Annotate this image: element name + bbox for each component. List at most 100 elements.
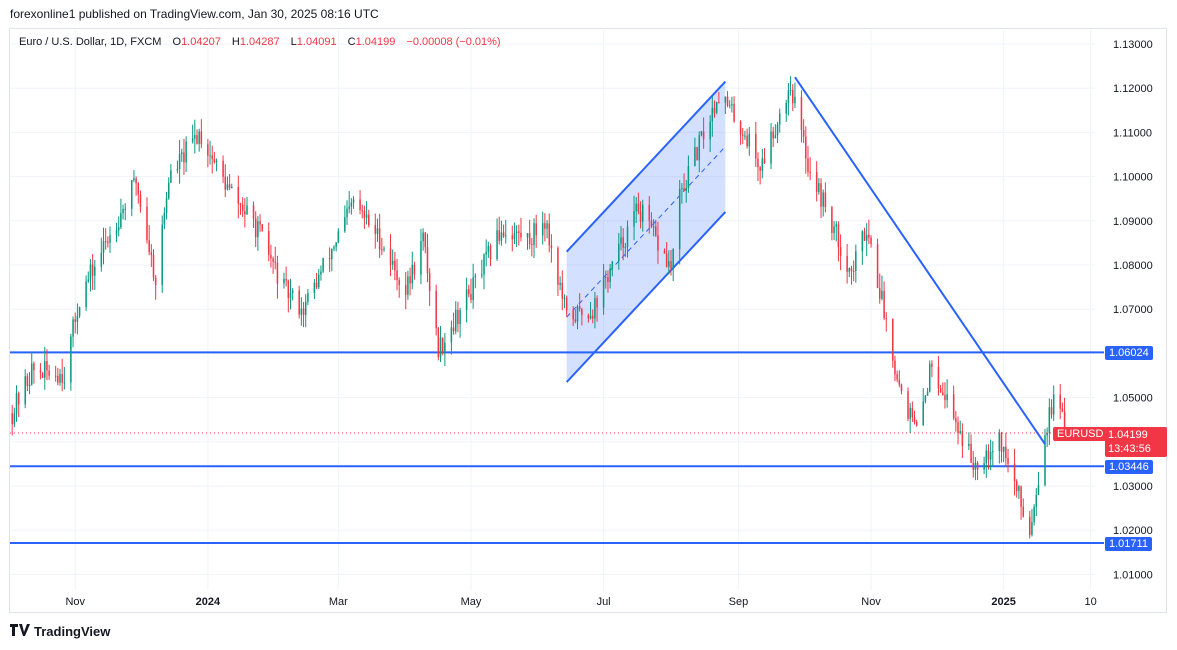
candle-body: [213, 158, 216, 163]
candle-body: [254, 218, 257, 238]
candle-body: [194, 135, 196, 139]
candle-body: [961, 431, 964, 446]
y-tick-label: 1.12000: [1113, 83, 1153, 95]
candle-body: [398, 280, 400, 286]
candle-body: [170, 170, 172, 183]
candle-body: [363, 210, 366, 218]
candle-body: [441, 337, 444, 353]
candle-body: [724, 96, 727, 103]
candle-body: [546, 223, 548, 229]
candle-body: [61, 374, 63, 383]
candle-body: [350, 202, 353, 207]
candle-body: [900, 384, 903, 392]
candle-body: [237, 186, 240, 204]
candle-body: [992, 451, 994, 453]
candle-body: [59, 374, 61, 383]
candle-body: [655, 226, 657, 236]
candle-body: [985, 450, 988, 464]
candle-body: [648, 204, 651, 221]
candle-body: [565, 297, 568, 311]
candle-body: [574, 319, 577, 322]
x-tick-label: Mar: [329, 596, 348, 608]
candle-body: [622, 237, 624, 248]
candle-body: [709, 121, 711, 140]
y-tick-label: 1.11000: [1113, 127, 1152, 139]
candle-body: [944, 395, 946, 401]
candle-body: [489, 245, 492, 259]
candle-body: [652, 226, 655, 228]
candle-body: [196, 135, 198, 144]
y-tick-label: 1.07000: [1113, 304, 1153, 316]
candle-body: [33, 363, 35, 371]
candle-body: [457, 309, 459, 325]
legend-low: 1.04091: [296, 36, 337, 48]
candle-body: [746, 135, 748, 147]
candle-body: [109, 235, 111, 243]
candle-body: [989, 451, 992, 460]
candle-body: [154, 277, 157, 285]
trend-channel: [565, 80, 727, 383]
candle-body: [968, 443, 970, 446]
candle-body: [572, 310, 574, 320]
candle-body: [267, 231, 270, 255]
candle-body: [381, 249, 383, 251]
candle-body: [496, 230, 498, 259]
candle-body: [618, 243, 620, 262]
candle-body: [578, 306, 581, 310]
candle-body: [928, 363, 931, 392]
candle-body: [1037, 485, 1040, 495]
candle-body: [300, 308, 303, 315]
candle-body: [287, 280, 290, 298]
candle-body: [909, 407, 911, 419]
symbol-tag: EURUSD: [1053, 427, 1108, 441]
tradingview-logo-icon: [10, 624, 30, 639]
candle-body: [76, 315, 79, 322]
candle-body: [178, 154, 181, 169]
candle-body: [700, 131, 703, 136]
candle-body: [694, 147, 696, 167]
x-tick-label: 2024: [196, 596, 221, 608]
candle-body: [715, 102, 718, 113]
candle-body: [304, 301, 307, 315]
candle-body: [987, 450, 990, 460]
candle-body: [757, 158, 759, 168]
candle-body: [404, 285, 407, 295]
candle-body: [124, 208, 127, 210]
candle-body: [368, 214, 370, 226]
candle-body: [444, 342, 446, 353]
candle-body: [726, 96, 729, 106]
candle-body: [955, 418, 957, 423]
candle-body: [741, 134, 744, 136]
candle-body: [776, 124, 779, 136]
candle-body: [861, 231, 864, 252]
candle-body: [596, 298, 598, 308]
candle-body: [937, 366, 940, 389]
candle-body: [1059, 394, 1061, 409]
candle-body: [713, 107, 716, 113]
price-tag-level-1: 1.06024: [1105, 346, 1153, 360]
candle-body: [102, 241, 105, 253]
candle-body: [452, 327, 455, 332]
candle-body: [837, 224, 840, 248]
candle-body: [544, 223, 546, 229]
footer-brand[interactable]: TradingView: [10, 624, 110, 639]
y-tick-label: 1.05000: [1113, 393, 1153, 405]
candle-body: [498, 230, 500, 241]
chart-legend: Euro / U.S. Dollar, 1D, FXCM O1.04207 H1…: [19, 36, 501, 48]
candle-body: [983, 463, 985, 470]
candle-body: [589, 315, 592, 319]
candle-body: [272, 258, 274, 262]
candle-body: [70, 336, 72, 383]
candle-body: [361, 210, 364, 212]
candle-body: [761, 158, 764, 171]
candle-body: [91, 264, 94, 276]
candle-body: [468, 289, 470, 294]
candle-body: [198, 131, 200, 144]
grid: [10, 30, 1095, 590]
candle-body: [822, 192, 824, 207]
candle-body: [331, 248, 333, 260]
candle-body: [907, 391, 909, 419]
candle-body: [557, 247, 559, 285]
candle-body: [820, 183, 822, 207]
